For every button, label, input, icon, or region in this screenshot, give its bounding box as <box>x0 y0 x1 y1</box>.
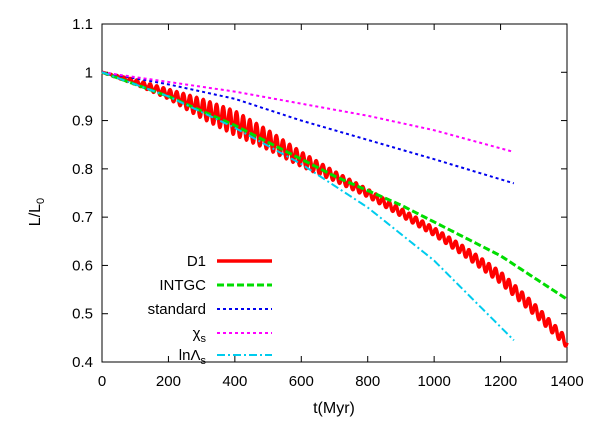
x-tick-label: 1400 <box>550 373 583 390</box>
x-tick-label: 600 <box>289 373 314 390</box>
x-tick-label: 800 <box>355 373 380 390</box>
legend-label-2: standard <box>148 301 206 318</box>
y-tick-label: 0.6 <box>72 257 93 274</box>
x-tick-label: 1000 <box>417 373 450 390</box>
series-line-4 <box>101 71 515 341</box>
y-tick-label: 0.7 <box>72 209 93 226</box>
y-tick-label: 1.1 <box>72 16 93 33</box>
plot-frame <box>101 23 568 363</box>
x-tick-label: 200 <box>156 373 181 390</box>
legend-label-4: lnΛs <box>179 347 207 367</box>
series-group <box>100 70 569 348</box>
y-tick-label: 0.4 <box>72 354 93 371</box>
axes-group: 0 200 400 600 800 1000 1200 1400 0.4 0.5 0.6 0.7 0.8… <box>72 16 584 390</box>
y-tick-label: 0.9 <box>72 113 93 130</box>
y-tick-label: 1 <box>85 64 93 81</box>
legend-label-1: INTGC <box>159 277 206 294</box>
x-axis-title: t(Myr) <box>313 400 355 417</box>
y-axis-title-sub: 0 <box>35 198 47 204</box>
x-tick-label: 0 <box>98 373 106 390</box>
y-tick-label: 0.5 <box>72 306 93 323</box>
series-line-2 <box>101 71 515 185</box>
x-tick-label: 1200 <box>484 373 517 390</box>
x-tick-label: 400 <box>222 373 247 390</box>
y-axis-title-main: L/L <box>27 204 44 226</box>
y-axis-title: L/L0 <box>27 198 47 226</box>
y-tick-label: 0.8 <box>72 161 93 178</box>
legend-label-3: χs <box>193 325 207 345</box>
legend-label-0: D1 <box>187 253 206 270</box>
series-line-3 <box>101 71 515 153</box>
